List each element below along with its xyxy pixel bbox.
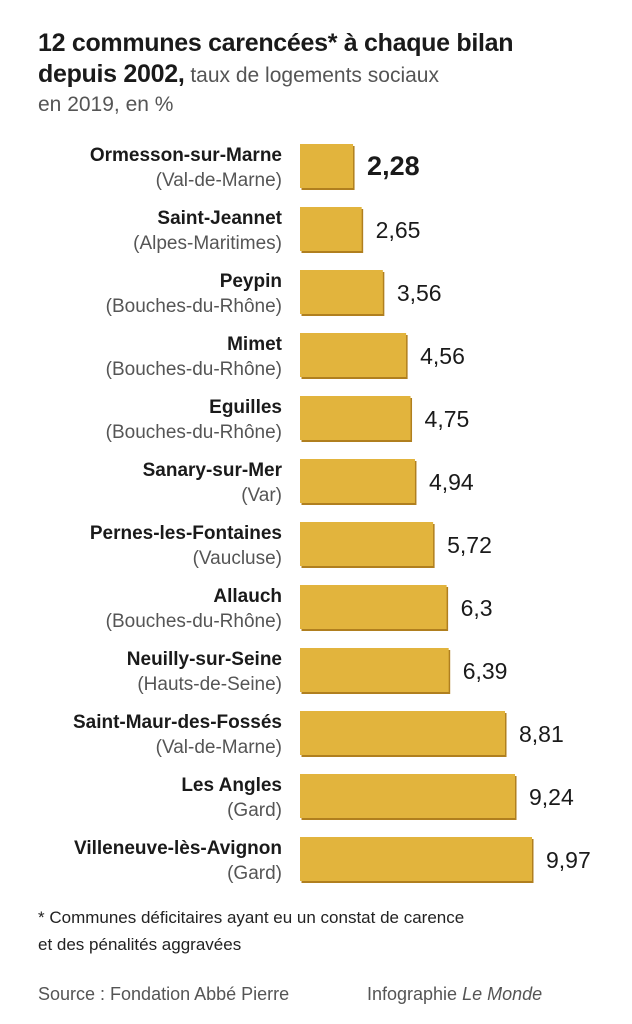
category-label: Les Angles <box>181 775 282 796</box>
subcategory-label: (Val-de-Marne) <box>156 737 282 758</box>
bar <box>300 711 506 755</box>
data-label: 8,81 <box>519 721 564 747</box>
bar <box>300 837 532 881</box>
bar <box>300 270 383 314</box>
data-label: 9,97 <box>546 847 591 873</box>
category-label: Villeneuve-lès-Avignon <box>74 838 282 859</box>
category-label: Peypin <box>220 271 282 292</box>
subcategory-label: (Bouches-du-Rhône) <box>106 296 282 317</box>
subcategory-label: (Bouches-du-Rhône) <box>106 359 282 380</box>
category-label: Saint-Maur-des-Fossés <box>73 712 282 733</box>
data-label: 4,94 <box>429 469 474 495</box>
bar <box>300 396 411 440</box>
subcategory-label: (Val-de-Marne) <box>156 170 282 191</box>
subcategory-label: (Bouches-du-Rhône) <box>106 422 282 443</box>
bar <box>300 522 434 566</box>
data-label: 6,3 <box>461 595 493 621</box>
subcategory-label: (Var) <box>241 485 282 506</box>
category-label: Pernes-les-Fontaines <box>90 523 282 544</box>
category-label: Eguilles <box>209 397 282 418</box>
category-label: Neuilly-sur-Seine <box>127 649 282 670</box>
footnote: * Communes déficitaires ayant eu un cons… <box>38 904 608 958</box>
bar <box>300 333 407 377</box>
footnote-line2: et des pénalités aggravées <box>38 935 242 954</box>
chart-title-block: 12 communes carencées* à chaque bilan de… <box>38 28 608 118</box>
bar <box>300 207 362 251</box>
subcategory-label: (Alpes-Maritimes) <box>133 233 282 254</box>
chart-subtitle: taux de logements sociaux <box>184 64 439 87</box>
bar <box>300 459 415 503</box>
category-label: Allauch <box>213 586 282 607</box>
credit-outlet: Le Monde <box>462 984 543 1004</box>
data-label: 4,56 <box>420 343 465 369</box>
credit-prefix: Infographie <box>367 984 463 1004</box>
bar <box>300 585 447 629</box>
category-label: Saint-Jeannet <box>157 208 282 229</box>
credit-text: Infographie Le Monde <box>367 984 542 1005</box>
data-label: 4,75 <box>425 406 470 432</box>
subcategory-label: (Gard) <box>227 863 282 884</box>
subcategory-label: (Gard) <box>227 800 282 821</box>
data-label: 9,24 <box>529 784 574 810</box>
data-label: 2,65 <box>376 217 421 243</box>
data-label: 3,56 <box>397 280 442 306</box>
data-label: 6,39 <box>463 658 508 684</box>
source-text: Source : Fondation Abbé Pierre <box>38 984 290 1004</box>
chart-subtitle-line3: en 2019, en % <box>38 93 174 116</box>
footnote-line1: * Communes déficitaires ayant eu un cons… <box>38 908 465 927</box>
bar <box>300 648 449 692</box>
bar <box>300 144 354 188</box>
data-label: 2,28 <box>367 151 420 181</box>
bar <box>300 774 516 818</box>
chart-title-line2: depuis 2002, taux de logements sociaux <box>38 59 608 91</box>
chart-title-bold: depuis 2002, <box>38 60 185 88</box>
subcategory-label: (Hauts-de-Seine) <box>137 674 282 695</box>
category-label: Sanary-sur-Mer <box>143 460 283 481</box>
chart-title: 12 communes carencées* à chaque bilan <box>38 29 514 57</box>
category-label: Ormesson-sur-Marne <box>90 145 282 166</box>
category-label: Mimet <box>227 334 283 355</box>
subcategory-label: (Bouches-du-Rhône) <box>106 611 282 632</box>
subcategory-label: (Vaucluse) <box>193 548 282 569</box>
data-label: 5,72 <box>447 532 492 558</box>
